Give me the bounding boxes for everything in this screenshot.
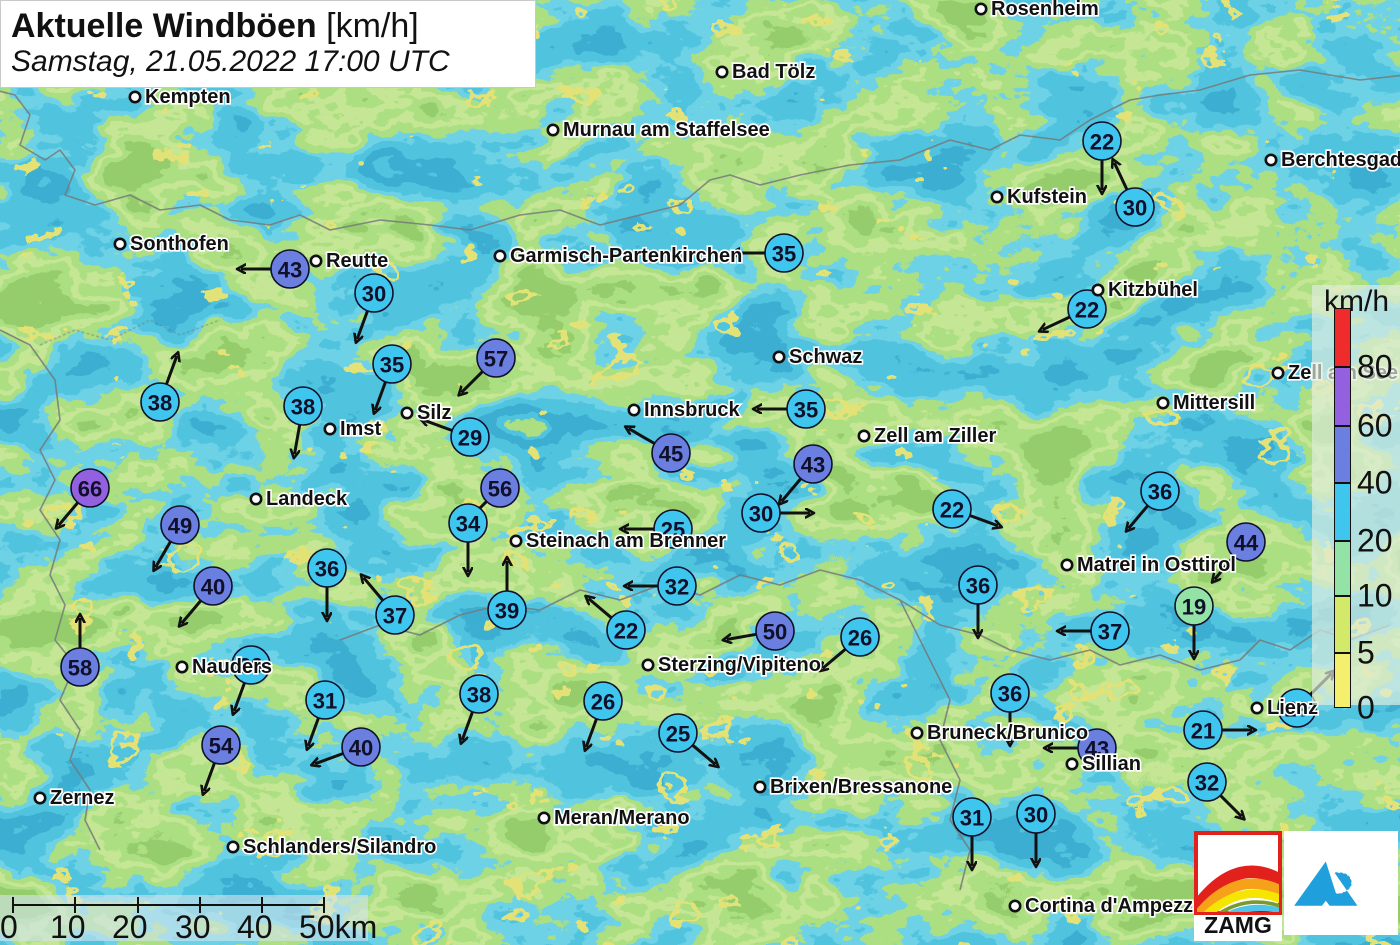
- svg-text:Berchtesgaden: Berchtesgaden: [1281, 149, 1400, 171]
- svg-text:Rosenheim: Rosenheim: [991, 0, 1099, 20]
- svg-text:26: 26: [848, 626, 872, 651]
- svg-text:Nauders: Nauders: [192, 656, 272, 678]
- svg-text:30: 30: [362, 282, 386, 307]
- svg-text:36: 36: [966, 574, 990, 599]
- svg-text:38: 38: [291, 395, 315, 420]
- svg-text:32: 32: [665, 575, 689, 600]
- svg-text:Matrei in Osttirol: Matrei in Osttirol: [1077, 554, 1236, 576]
- svg-text:54: 54: [209, 734, 234, 759]
- svg-text:Kempten: Kempten: [145, 86, 231, 108]
- svg-text:43: 43: [801, 453, 825, 478]
- svg-text:35: 35: [380, 353, 404, 378]
- svg-text:37: 37: [383, 604, 407, 629]
- svg-text:38: 38: [467, 683, 491, 708]
- svg-text:22: 22: [940, 498, 964, 523]
- svg-text:22: 22: [1090, 130, 1114, 155]
- svg-text:Silz: Silz: [417, 402, 451, 424]
- svg-text:Garmisch-Partenkirchen: Garmisch-Partenkirchen: [510, 245, 742, 267]
- svg-text:Lienz: Lienz: [1267, 697, 1318, 719]
- svg-text:Bad Tölz: Bad Tölz: [732, 61, 815, 83]
- svg-text:Brixen/Bressanone: Brixen/Bressanone: [770, 776, 952, 798]
- svg-text:30: 30: [1024, 803, 1048, 828]
- svg-text:Schwaz: Schwaz: [789, 346, 862, 368]
- svg-text:Kitzbühel: Kitzbühel: [1108, 279, 1198, 301]
- svg-text:Kufstein: Kufstein: [1007, 186, 1087, 208]
- svg-text:50: 50: [763, 620, 787, 645]
- svg-text:38: 38: [148, 391, 172, 416]
- svg-text:30: 30: [1123, 196, 1147, 221]
- svg-text:40: 40: [349, 736, 373, 761]
- svg-text:Zell am Ziller: Zell am Ziller: [874, 425, 996, 447]
- svg-text:35: 35: [772, 242, 796, 267]
- svg-text:Sonthofen: Sonthofen: [130, 233, 229, 255]
- svg-text:Sterzing/Vipiteno: Sterzing/Vipiteno: [658, 654, 821, 676]
- svg-text:25: 25: [666, 722, 690, 747]
- svg-text:Murnau am Staffelsee: Murnau am Staffelsee: [563, 119, 770, 141]
- svg-text:Imst: Imst: [340, 418, 381, 440]
- svg-text:Meran/Merano: Meran/Merano: [554, 807, 690, 829]
- svg-text:30: 30: [749, 502, 773, 527]
- svg-text:37: 37: [1098, 620, 1122, 645]
- svg-text:26: 26: [591, 690, 615, 715]
- svg-text:56: 56: [488, 477, 512, 502]
- svg-text:31: 31: [960, 806, 984, 831]
- svg-text:43: 43: [278, 258, 302, 283]
- svg-text:ZAMG: ZAMG: [1204, 912, 1272, 938]
- svg-text:Schlanders/Silandro: Schlanders/Silandro: [243, 836, 436, 858]
- svg-text:36: 36: [1148, 480, 1172, 505]
- svg-text:Bruneck/Brunico: Bruneck/Brunico: [927, 722, 1088, 744]
- svg-text:22: 22: [614, 619, 638, 644]
- svg-text:Mittersill: Mittersill: [1173, 392, 1255, 414]
- svg-text:49: 49: [168, 514, 192, 539]
- svg-text:39: 39: [495, 599, 519, 624]
- svg-text:34: 34: [456, 512, 481, 537]
- svg-text:Innsbruck: Innsbruck: [644, 399, 740, 421]
- svg-text:66: 66: [78, 477, 102, 502]
- svg-text:32: 32: [1195, 771, 1219, 796]
- svg-text:36: 36: [315, 557, 339, 582]
- svg-text:Cortina d'Ampezzo: Cortina d'Ampezzo: [1025, 895, 1205, 917]
- svg-text:31: 31: [313, 689, 337, 714]
- svg-text:57: 57: [484, 347, 508, 372]
- svg-text:36: 36: [998, 682, 1022, 707]
- svg-text:29: 29: [458, 426, 482, 451]
- svg-text:40: 40: [201, 575, 225, 600]
- svg-text:Sillian: Sillian: [1082, 753, 1141, 775]
- svg-text:21: 21: [1191, 719, 1215, 744]
- svg-text:35: 35: [794, 398, 818, 423]
- svg-text:19: 19: [1182, 595, 1206, 620]
- svg-text:22: 22: [1075, 298, 1099, 323]
- svg-text:Steinach am Brenner: Steinach am Brenner: [526, 530, 726, 552]
- svg-text:Landeck: Landeck: [266, 488, 348, 510]
- svg-text:44: 44: [1234, 531, 1259, 556]
- svg-text:Zernez: Zernez: [50, 787, 114, 809]
- svg-text:58: 58: [68, 656, 92, 681]
- svg-text:45: 45: [659, 442, 683, 467]
- svg-text:Reutte: Reutte: [326, 250, 388, 272]
